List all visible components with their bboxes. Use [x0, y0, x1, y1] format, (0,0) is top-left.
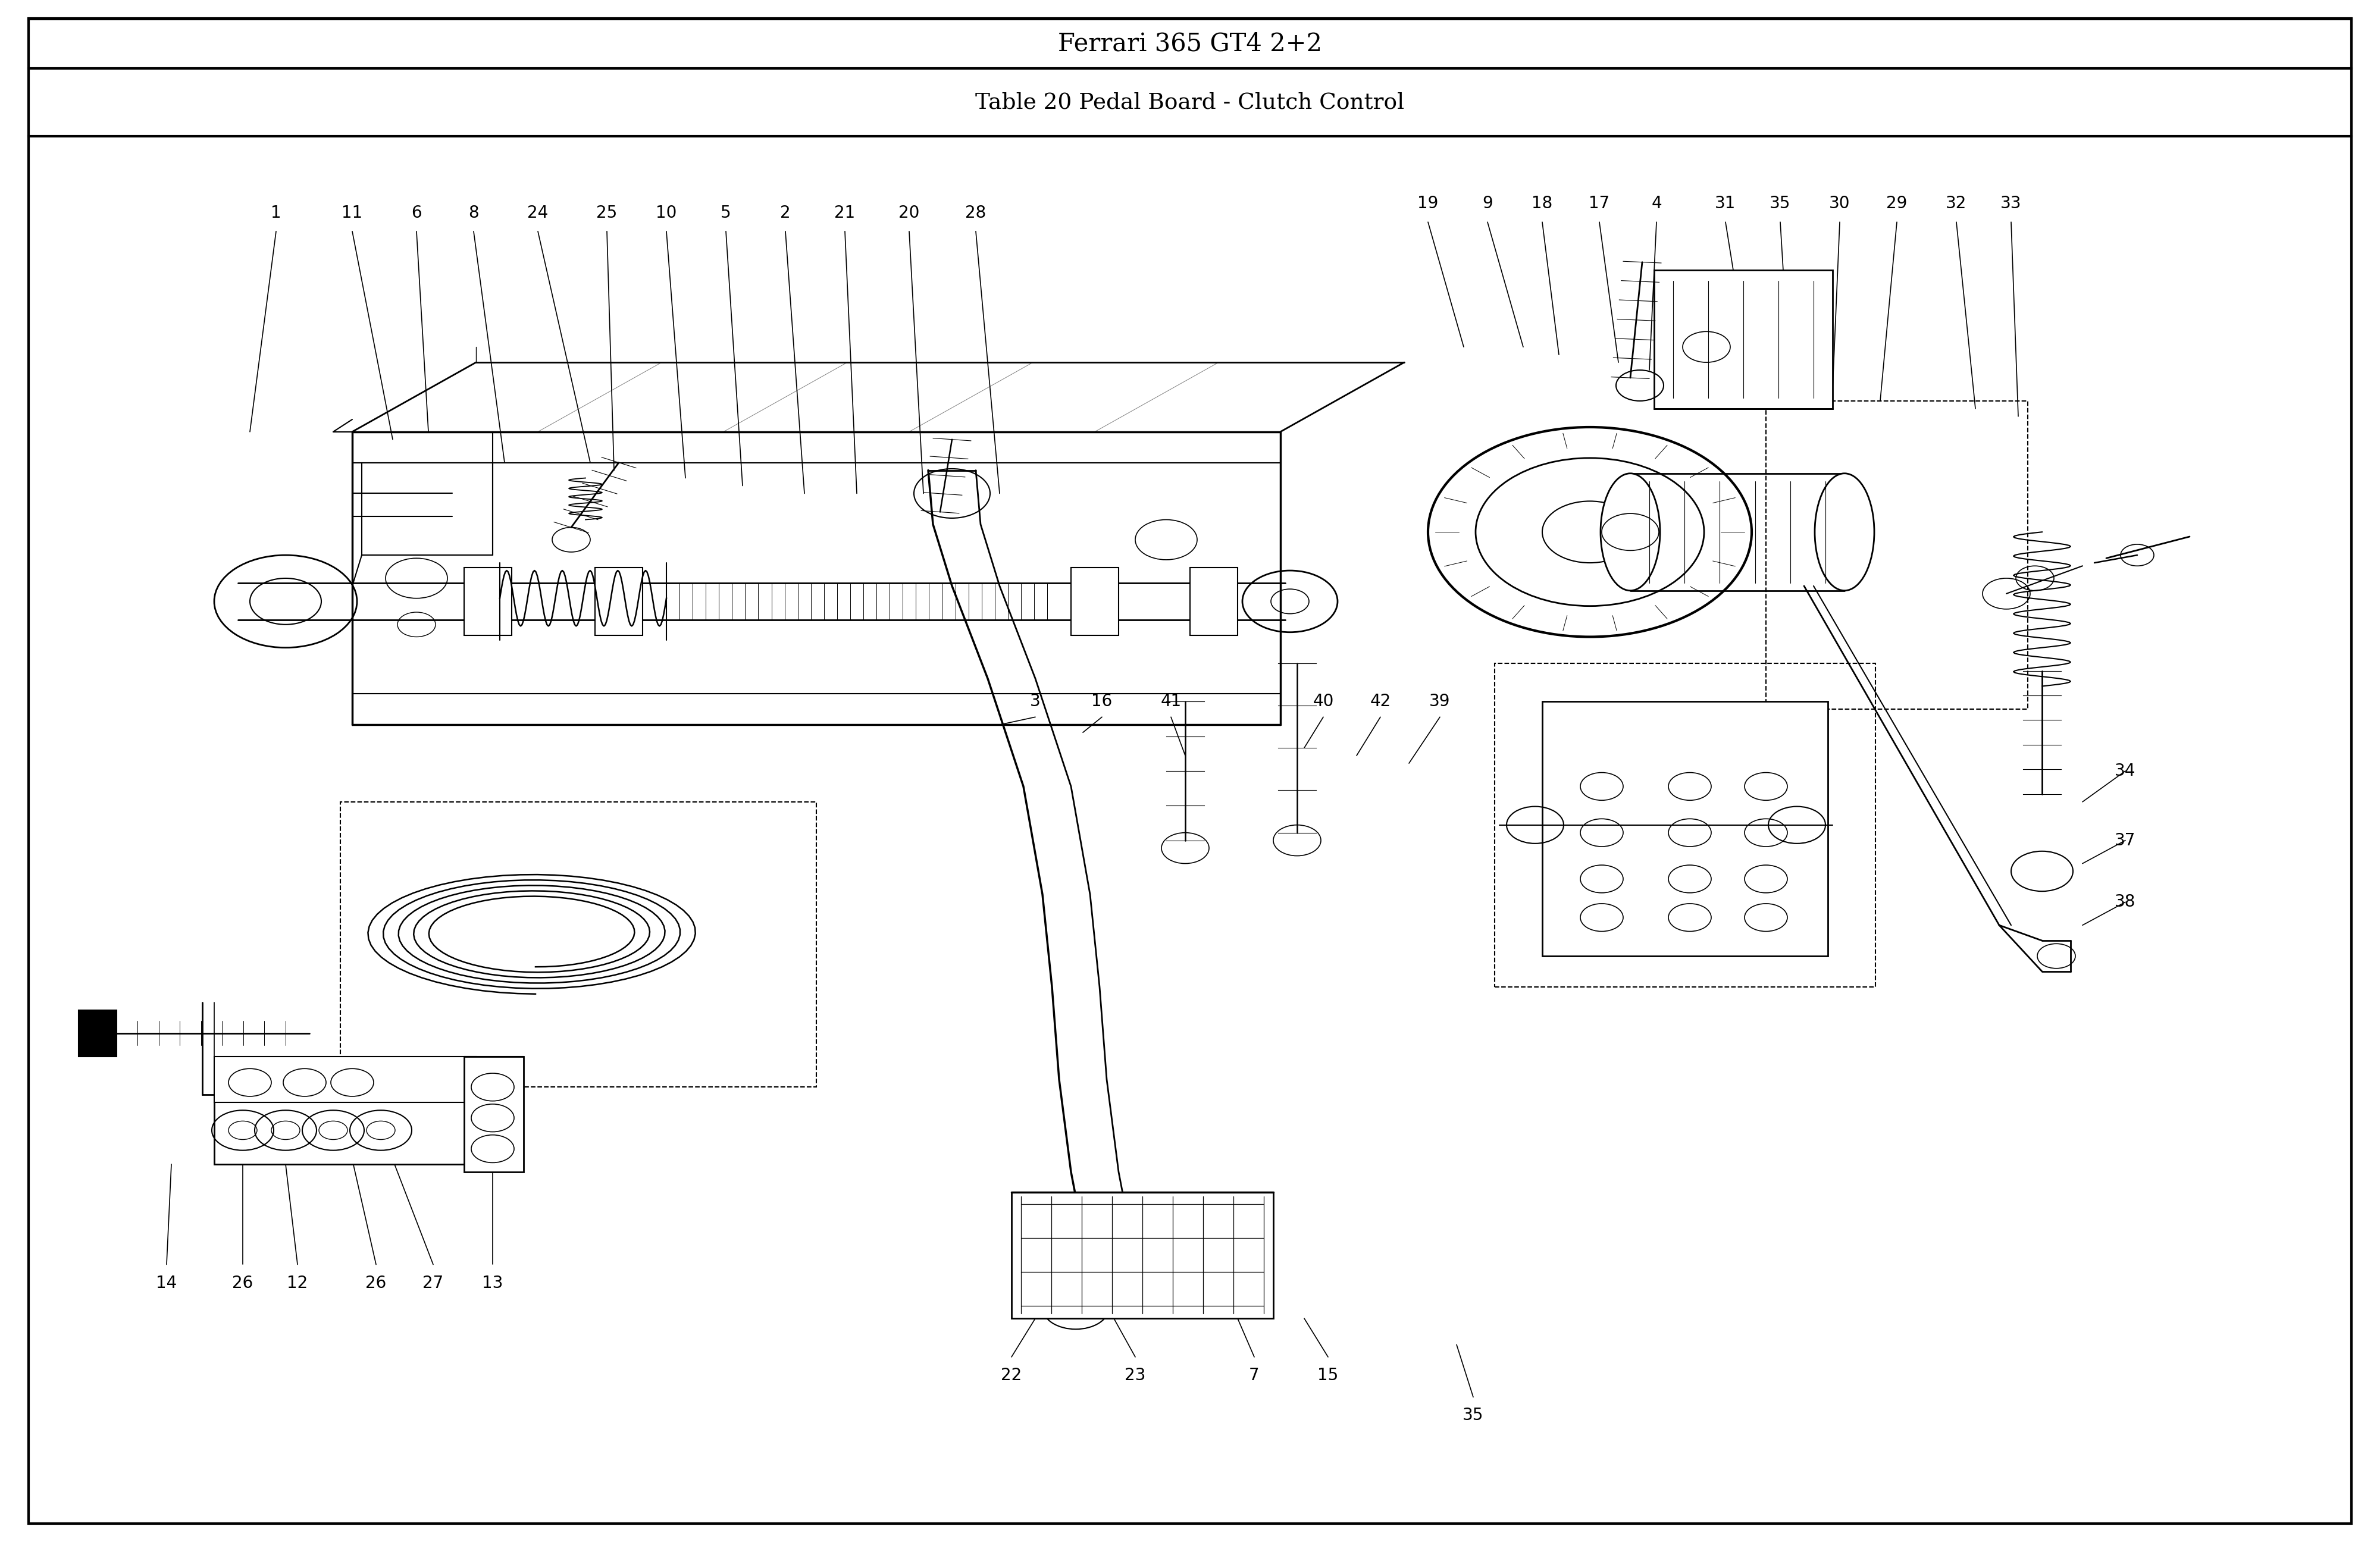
Ellipse shape	[1599, 473, 1659, 591]
Bar	[464, 1056, 524, 1172]
Text: 31: 31	[1716, 196, 1735, 211]
Text: 41: 41	[1161, 694, 1180, 709]
Bar	[1766, 401, 2028, 709]
Text: 4: 4	[1652, 196, 1661, 211]
Text: 11: 11	[343, 205, 362, 221]
Bar	[1542, 702, 1828, 956]
Text: 10: 10	[657, 205, 676, 221]
Text: 39: 39	[1430, 694, 1449, 709]
Text: 26: 26	[233, 1275, 252, 1291]
Text: 5: 5	[721, 205, 731, 221]
Text: 21: 21	[835, 205, 854, 221]
Bar	[79, 1010, 117, 1056]
Text: 37: 37	[2116, 833, 2135, 848]
Text: 27: 27	[424, 1275, 443, 1291]
Text: 26: 26	[367, 1275, 386, 1291]
Text: 28: 28	[966, 205, 985, 221]
Text: 8: 8	[469, 205, 478, 221]
Text: 14: 14	[157, 1275, 176, 1291]
Bar	[214, 1099, 476, 1164]
Text: 23: 23	[1126, 1368, 1145, 1383]
Text: 20: 20	[900, 205, 919, 221]
Text: 1: 1	[271, 205, 281, 221]
Bar	[340, 802, 816, 1087]
Text: 30: 30	[1830, 196, 1849, 211]
Text: 19: 19	[1418, 196, 1438, 211]
Text: 42: 42	[1371, 694, 1390, 709]
Text: 9: 9	[1483, 196, 1492, 211]
Bar	[1495, 663, 1875, 987]
Text: 35: 35	[1771, 196, 1790, 211]
Text: 24: 24	[528, 205, 547, 221]
Text: 34: 34	[2116, 763, 2135, 779]
Text: 35: 35	[1464, 1408, 1483, 1423]
Ellipse shape	[1816, 473, 1875, 591]
Text: 32: 32	[1947, 196, 1966, 211]
Text: 15: 15	[1319, 1368, 1338, 1383]
Bar	[1654, 270, 1833, 409]
Bar	[1071, 567, 1119, 635]
Bar	[595, 567, 643, 635]
Bar	[1012, 1192, 1273, 1318]
Text: 29: 29	[1887, 196, 1906, 211]
Text: 13: 13	[483, 1275, 502, 1291]
Bar	[1190, 567, 1238, 635]
Text: 33: 33	[2002, 196, 2021, 211]
Bar	[464, 567, 512, 635]
Text: 16: 16	[1092, 694, 1111, 709]
Bar	[362, 463, 493, 555]
Text: 6: 6	[412, 205, 421, 221]
Text: Table 20 Pedal Board - Clutch Control: Table 20 Pedal Board - Clutch Control	[976, 93, 1404, 113]
Text: 18: 18	[1533, 196, 1552, 211]
Text: 22: 22	[1002, 1368, 1021, 1383]
Text: 12: 12	[288, 1275, 307, 1291]
Text: 7: 7	[1250, 1368, 1259, 1383]
Bar	[214, 1056, 476, 1103]
Text: 2: 2	[781, 205, 790, 221]
Text: 40: 40	[1314, 694, 1333, 709]
Text: 17: 17	[1590, 196, 1609, 211]
Text: 3: 3	[1031, 694, 1040, 709]
Text: Ferrari 365 GT4 2+2: Ferrari 365 GT4 2+2	[1057, 31, 1323, 57]
Text: 38: 38	[2116, 894, 2135, 910]
Text: 25: 25	[597, 205, 616, 221]
